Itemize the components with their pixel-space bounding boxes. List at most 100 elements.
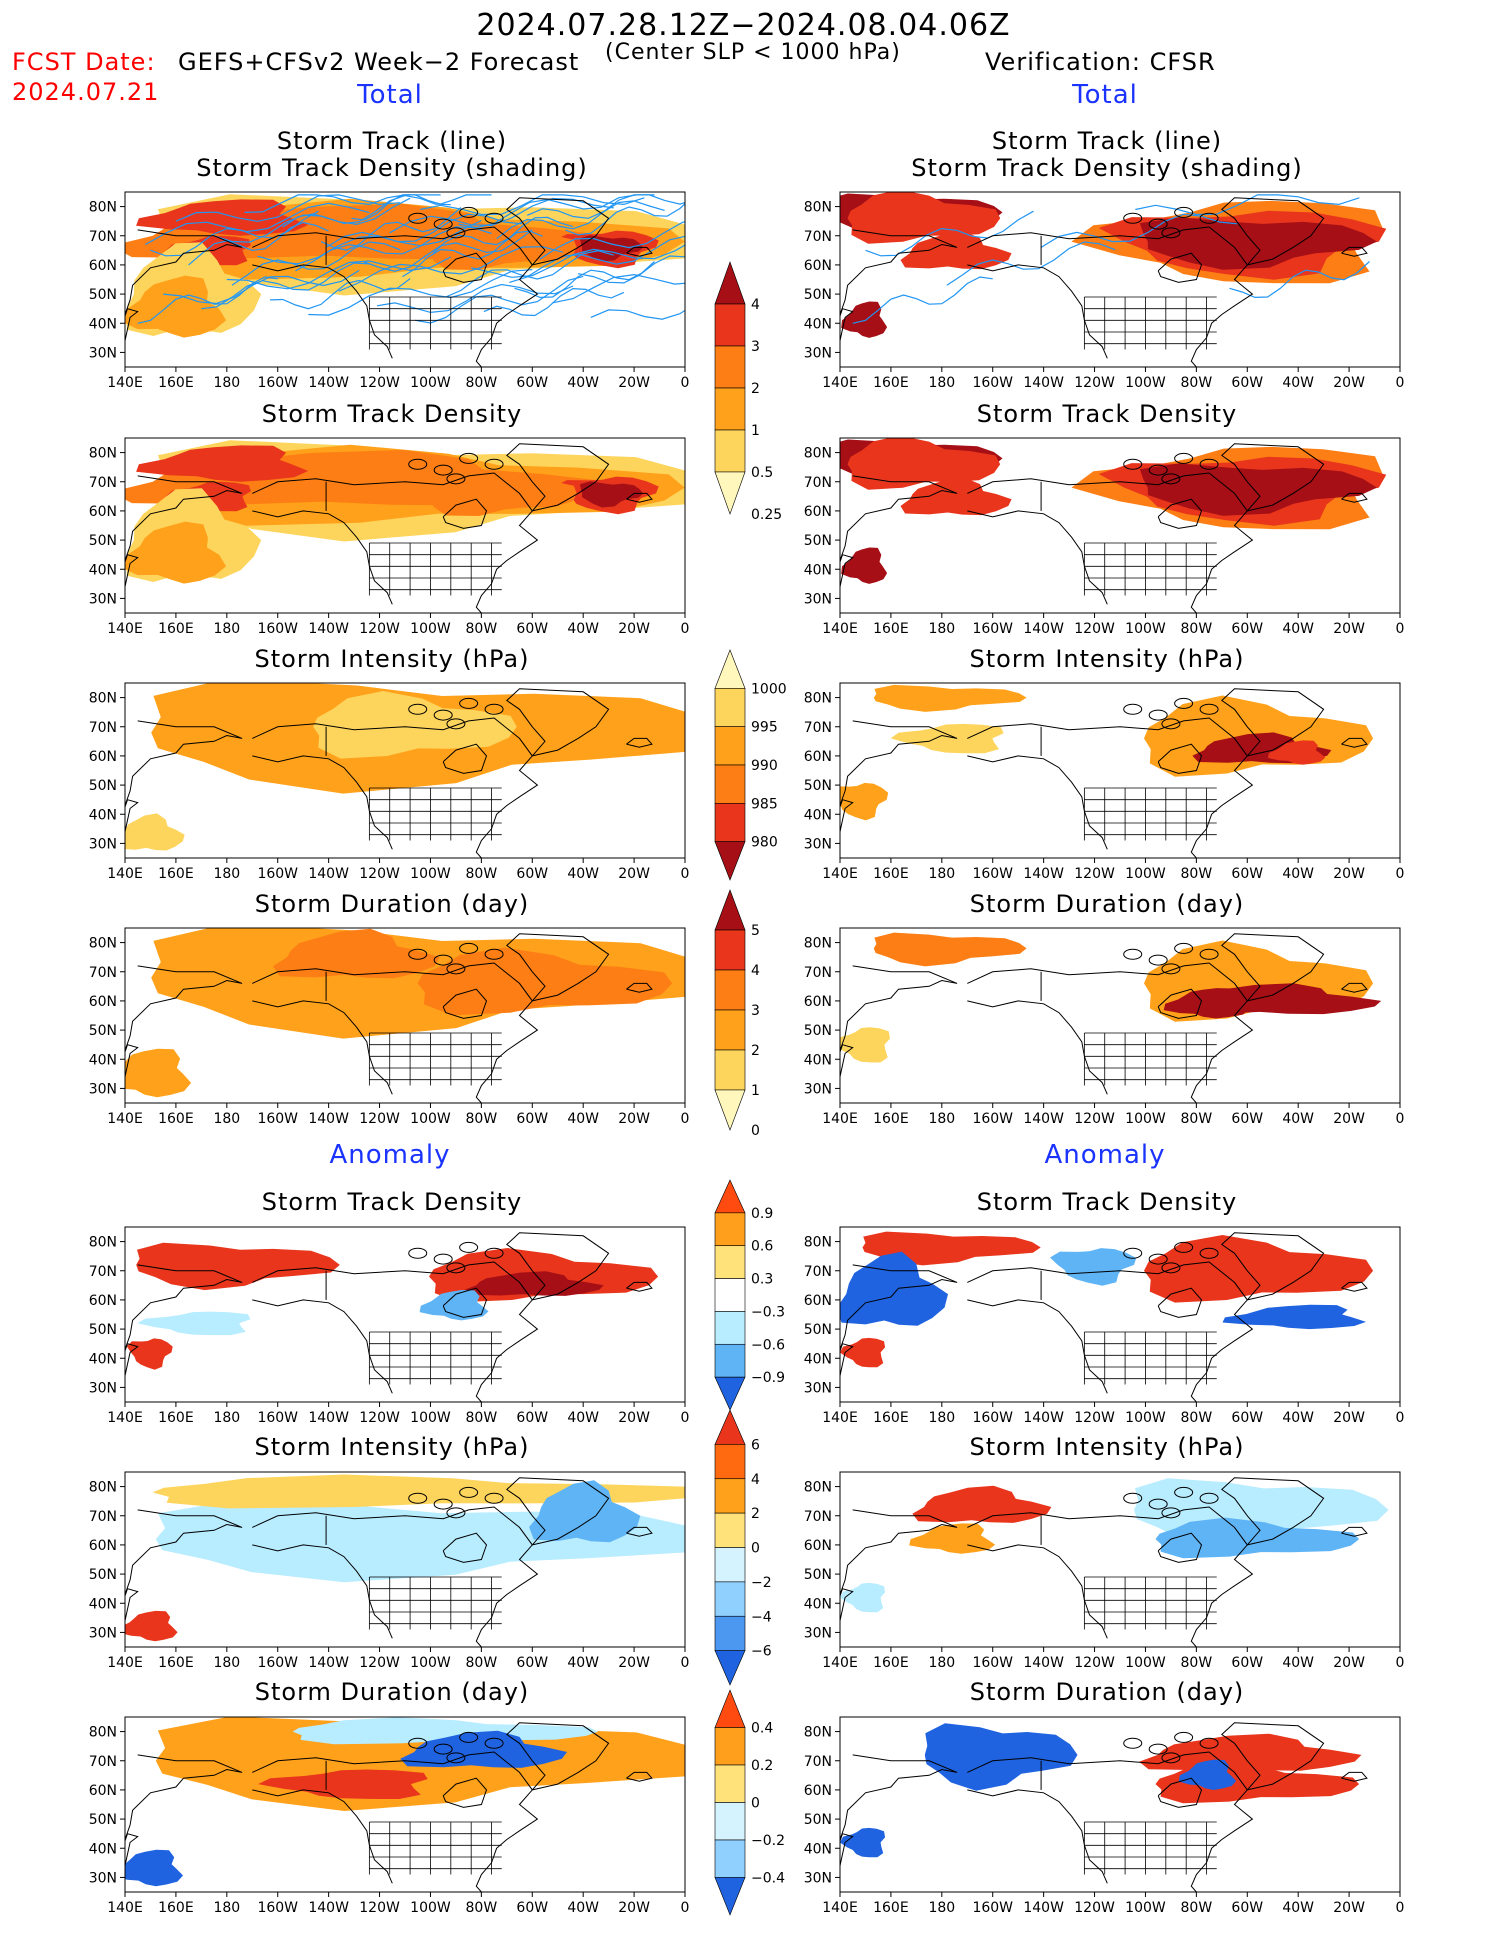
lon-tick-label: 0 [1396,866,1405,882]
lon-tick-label: 20W [618,866,650,882]
storm-track-line [496,200,665,240]
lon-tick-label: 180 [928,1111,955,1127]
lat-tick-label: 30N [89,345,117,361]
colorbar-label: −2 [751,1575,772,1591]
lon-tick-label: 120W [359,1111,400,1127]
lat-tick-label: 30N [89,836,117,852]
field-region [1178,1759,1237,1790]
lat-tick-label: 60N [804,749,832,765]
lon-tick-label: 60W [516,1655,548,1671]
storm-track-line [539,221,685,260]
title-intensity-left: Storm Intensity (hPa) [254,645,530,673]
lon-tick-label: 140E [107,866,143,882]
lat-tick-label: 30N [804,345,832,361]
lon-tick-label: 140W [308,1655,349,1671]
lat-tick-label: 70N [804,720,832,736]
lat-tick-label: 60N [89,749,117,765]
lat-tick-label: 80N [804,1235,832,1251]
storm-track-line [402,230,543,278]
forecast-name: GEFS+CFSv2 Week−2 Forecast [178,48,580,76]
colorbar-3: 5 4 3 2 1 0 [714,889,760,1139]
lon-tick-label: 140E [107,621,143,637]
lon-tick-label: 80W [1181,621,1213,637]
lon-tick-label: 160W [972,375,1013,391]
lat-tick-label: 30N [804,591,832,607]
storm-track-line [231,241,401,286]
map-density-left: 80N 70N 60N 50N 40N 30N 140E 160E 180 160W 140W 120… [89,437,690,637]
field-region [292,1717,599,1745]
lat-tick-label: 70N [804,965,832,981]
lat-tick-label: 30N [804,1081,832,1097]
lon-tick-label: 180 [928,1410,955,1426]
map-duration-left: 80N 70N 60N 50N 40N 30N 140E 160E 180 160W 140W 120… [89,927,689,1127]
lon-tick-label: 180 [213,621,240,637]
field-region [125,1048,192,1098]
map-tracks-left: 80N 70N 60N 50N 40N 30N 140E 160E 180 160W 140W 120… [89,191,690,391]
lon-tick-label: 120W [1074,375,1115,391]
title-anom-intensity-right: Storm Intensity (hPa) [969,1433,1245,1461]
lon-tick-label: 140E [107,375,143,391]
lon-tick-label: 60W [516,375,548,391]
section-anomaly-left: Anomaly [329,1140,451,1170]
lon-tick-label: 0 [1396,1900,1405,1916]
lon-tick-label: 140E [822,375,858,391]
lat-tick-label: 60N [804,994,832,1010]
lat-tick-label: 70N [804,1754,832,1770]
lon-tick-label: 60W [516,1111,548,1127]
field-region [873,932,1027,967]
title-anom-duration-right: Storm Duration (day) [969,1678,1245,1706]
lon-tick-label: 100W [1125,1900,1166,1916]
lat-tick-label: 40N [89,1052,117,1068]
lon-tick-label: 80W [1181,866,1213,882]
storm-track-line [1229,261,1370,299]
map-anom-duration-right: 80N 70N 60N 50N 40N 30N 140E 160E 180 160W 140W 120… [804,1716,1405,1916]
lon-tick-label: 160E [158,1410,194,1426]
lon-tick-label: 180 [213,375,240,391]
section-total-left: Total [357,80,423,110]
lon-tick-label: 160E [158,1900,194,1916]
lon-tick-label: 140E [822,1900,858,1916]
lon-tick-label: 120W [359,621,400,637]
lon-tick-label: 160W [257,1655,298,1671]
colorbar-label: 985 [751,796,778,812]
field-region [840,1027,890,1063]
lon-tick-label: 0 [681,621,690,637]
lat-tick-label: 80N [89,1480,117,1496]
lon-tick-label: 80W [466,1410,498,1426]
lat-tick-label: 80N [804,1480,832,1496]
title-density-left: Storm Track Density [261,400,523,428]
storm-track-line [415,275,584,324]
lon-tick-label: 140W [1023,375,1064,391]
lon-tick-label: 140E [822,866,858,882]
section-anomaly-right: Anomaly [1044,1140,1166,1170]
lon-tick-label: 20W [1333,1410,1365,1426]
lat-tick-label: 70N [804,229,832,245]
lon-tick-label: 180 [928,866,955,882]
lat-tick-label: 80N [89,200,117,216]
lon-tick-label: 0 [681,866,690,882]
lat-tick-label: 60N [89,258,117,274]
lon-tick-label: 20W [1333,1111,1365,1127]
storm-track-line [509,235,685,283]
lon-tick-label: 140E [822,1111,858,1127]
field-region [580,481,644,508]
storm-track-line [852,276,993,324]
field-region [847,192,1001,244]
lon-tick-label: 0 [681,375,690,391]
field-region [126,1338,173,1370]
field-region [841,547,888,584]
lon-tick-label: 140E [107,1900,143,1916]
lat-tick-label: 50N [804,287,832,303]
colorbar-label: 0.5 [751,465,773,481]
colorbar-label: 4 [751,963,760,979]
colorbar-label: 2 [751,1506,760,1522]
lat-tick-label: 50N [804,1322,832,1338]
map-anom-intensity-left: 80N 70N 60N 50N 40N 30N 140E 160E 180 160W 140W 120… [89,1471,689,1671]
lon-tick-label: 140W [1023,621,1064,637]
lon-tick-label: 160E [873,1655,909,1671]
colorbar-label: −0.4 [751,1871,785,1887]
title-duration-right: Storm Duration (day) [969,890,1245,918]
lon-tick-label: 60W [1231,1900,1263,1916]
colorbar-5: 6 4 2 0 −2 −4 −6 [714,1409,772,1686]
lon-tick-label: 20W [1333,1655,1365,1671]
